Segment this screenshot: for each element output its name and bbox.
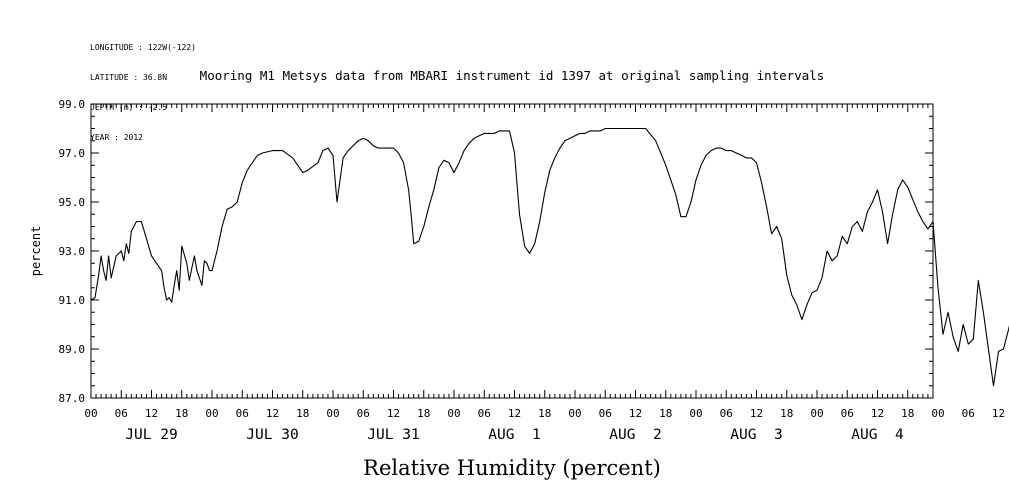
x-hour-label: 00 <box>84 407 97 420</box>
chart-title: Mooring M1 Metsys data from MBARI instru… <box>200 68 825 83</box>
y-tick-label: 99.0 <box>59 98 86 111</box>
x-hour-label: 00 <box>205 407 218 420</box>
x-hour-label: 06 <box>599 407 612 420</box>
x-hour-label: 00 <box>810 407 823 420</box>
x-hour-label: 00 <box>326 407 339 420</box>
x-date-label: JUL 30 <box>246 427 298 443</box>
x-hour-label: 00 <box>447 407 460 420</box>
y-tick-label: 89.0 <box>59 343 86 356</box>
y-tick-label: 87.0 <box>59 392 86 405</box>
x-hour-tick-labels: 00 06 12 18 00 06 12 18 00 06 12 18 00 06 12 18 00 06 12 18… <box>84 407 1005 420</box>
x-hour-label: 06 <box>841 407 854 420</box>
longitude-label: LONGITUDE : 122W(-122) <box>90 43 196 52</box>
x-hour-label: 06 <box>962 407 975 420</box>
y-tick-label: 97.0 <box>59 147 86 160</box>
x-hour-label: 06 <box>357 407 370 420</box>
x-hour-label: 12 <box>992 407 1005 420</box>
x-hour-label: 18 <box>901 407 914 420</box>
x-hour-label: 18 <box>538 407 551 420</box>
x-hour-label: 12 <box>871 407 884 420</box>
x-hour-label: 00 <box>568 407 581 420</box>
x-hour-label: 00 <box>689 407 702 420</box>
x-date-label: AUG 3 <box>730 427 782 443</box>
x-hour-label: 06 <box>478 407 491 420</box>
x-hour-label: 12 <box>266 407 279 420</box>
y-axis-label: percent <box>29 226 43 277</box>
x-date-label: AUG 4 <box>851 427 904 443</box>
y-tick-labels: 87.0 89.0 91.0 93.0 95.0 97.0 99.0 <box>59 98 86 405</box>
x-hour-label: 12 <box>387 407 400 420</box>
x-hour-label: 12 <box>145 407 158 420</box>
year-label: YEAR : 2012 <box>90 133 143 142</box>
x-hour-label: 06 <box>115 407 128 420</box>
x-hour-label: 06 <box>236 407 249 420</box>
x-hour-label: 18 <box>296 407 309 420</box>
x-hour-label: 12 <box>629 407 642 420</box>
x-date-label: AUG 1 <box>488 427 540 443</box>
x-hour-label: 18 <box>780 407 793 420</box>
x-hour-label: 06 <box>720 407 733 420</box>
y-tick-label: 95.0 <box>59 196 86 209</box>
x-hour-label: 00 <box>931 407 944 420</box>
tick-marks <box>90 103 934 399</box>
x-date-labels: JUL 29 JUL 30 JUL 31 AUG 1 AUG 2 AUG 3 AUG 4 <box>125 427 904 443</box>
x-date-label: JUL 29 <box>125 427 177 443</box>
y-tick-label: 93.0 <box>59 245 86 258</box>
x-axis-label: Relative Humidity (percent) <box>363 456 661 480</box>
x-hour-label: 18 <box>175 407 188 420</box>
y-tick-label: 91.0 <box>59 294 86 307</box>
x-hour-label: 12 <box>750 407 763 420</box>
latitude-label: LATITUDE : 36.8N <box>90 73 168 82</box>
x-hour-label: 18 <box>417 407 430 420</box>
x-date-label: AUG 2 <box>609 427 661 443</box>
x-date-label: JUL 31 <box>367 427 419 443</box>
humidity-series-line <box>90 127 1009 387</box>
x-hour-label: 12 <box>508 407 521 420</box>
x-hour-label: 18 <box>659 407 672 420</box>
